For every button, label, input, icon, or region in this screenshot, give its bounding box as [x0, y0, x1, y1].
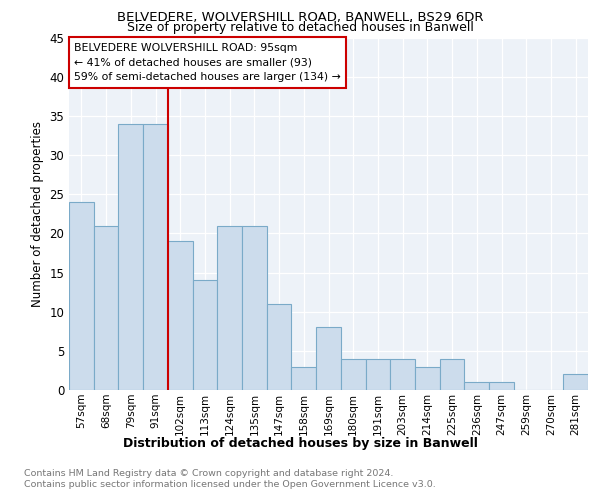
Bar	[143, 124, 168, 390]
Bar	[341, 358, 365, 390]
Y-axis label: Number of detached properties: Number of detached properties	[31, 120, 44, 306]
Bar	[217, 226, 242, 390]
Bar	[242, 226, 267, 390]
Bar	[390, 358, 415, 390]
Bar	[464, 382, 489, 390]
Text: Contains public sector information licensed under the Open Government Licence v3: Contains public sector information licen…	[24, 480, 436, 489]
Bar	[489, 382, 514, 390]
Bar	[168, 241, 193, 390]
Bar	[292, 366, 316, 390]
Bar	[563, 374, 588, 390]
Text: BELVEDERE WOLVERSHILL ROAD: 95sqm
← 41% of detached houses are smaller (93)
59% : BELVEDERE WOLVERSHILL ROAD: 95sqm ← 41% …	[74, 43, 341, 82]
Bar	[415, 366, 440, 390]
Bar	[69, 202, 94, 390]
Bar	[94, 226, 118, 390]
Bar	[267, 304, 292, 390]
Text: Contains HM Land Registry data © Crown copyright and database right 2024.: Contains HM Land Registry data © Crown c…	[24, 469, 394, 478]
Text: BELVEDERE, WOLVERSHILL ROAD, BANWELL, BS29 6DR: BELVEDERE, WOLVERSHILL ROAD, BANWELL, BS…	[117, 11, 483, 24]
Bar	[316, 328, 341, 390]
Text: Size of property relative to detached houses in Banwell: Size of property relative to detached ho…	[127, 22, 473, 35]
Bar	[365, 358, 390, 390]
Bar	[193, 280, 217, 390]
Text: Distribution of detached houses by size in Banwell: Distribution of detached houses by size …	[122, 438, 478, 450]
Bar	[118, 124, 143, 390]
Bar	[440, 358, 464, 390]
